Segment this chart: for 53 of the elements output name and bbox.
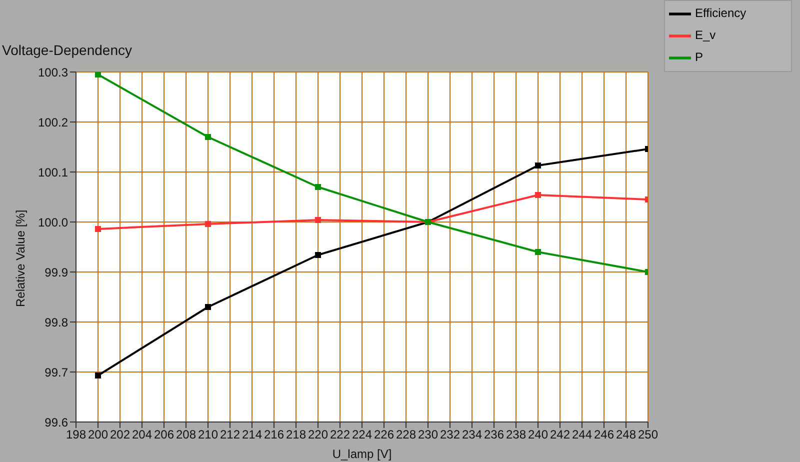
legend-label: E_v bbox=[695, 28, 716, 42]
point bbox=[535, 249, 541, 255]
point bbox=[95, 72, 101, 78]
y-tick-label: 100.1 bbox=[38, 165, 68, 180]
x-tick-label: 244 bbox=[572, 428, 592, 442]
x-tick-label: 224 bbox=[352, 428, 372, 442]
y-tick-label: 100.3 bbox=[38, 65, 68, 80]
point bbox=[315, 217, 321, 223]
x-tick-label: 206 bbox=[154, 428, 174, 442]
y-tick-label: 99.6 bbox=[44, 415, 68, 430]
chart-title: Voltage-Dependency bbox=[2, 42, 132, 58]
legend-label: Efficiency bbox=[695, 6, 746, 20]
x-tick-label: 222 bbox=[330, 428, 350, 442]
x-tick-label: 218 bbox=[286, 428, 306, 442]
point bbox=[205, 134, 211, 140]
point bbox=[315, 184, 321, 190]
x-tick-label: 202 bbox=[110, 428, 130, 442]
y-tick-label: 99.7 bbox=[44, 365, 68, 380]
point bbox=[205, 304, 211, 310]
x-tick-label: 214 bbox=[242, 428, 262, 442]
x-tick-label: 208 bbox=[176, 428, 196, 442]
x-tick-label: 240 bbox=[528, 428, 548, 442]
legend-label: P bbox=[695, 50, 704, 64]
x-tick-label: 248 bbox=[616, 428, 636, 442]
y-tick-label: 99.8 bbox=[44, 315, 68, 330]
y-axis-title: Relative Value [%] bbox=[13, 210, 28, 307]
x-tick-label: 234 bbox=[462, 428, 482, 442]
point bbox=[205, 221, 211, 227]
x-tick-label: 212 bbox=[220, 428, 240, 442]
x-tick-label: 198 bbox=[66, 428, 86, 442]
x-tick-label: 200 bbox=[88, 428, 108, 442]
x-tick-label: 216 bbox=[264, 428, 284, 442]
x-tick-label: 232 bbox=[440, 428, 460, 442]
x-tick-label: 242 bbox=[550, 428, 570, 442]
x-tick-label: 228 bbox=[396, 428, 416, 442]
x-tick-label: 226 bbox=[374, 428, 394, 442]
point bbox=[535, 192, 541, 198]
x-tick-label: 230 bbox=[418, 428, 438, 442]
x-axis-title: U_lamp [V] bbox=[332, 447, 392, 461]
y-tick-label: 100.0 bbox=[38, 215, 68, 230]
x-tick-label: 238 bbox=[506, 428, 526, 442]
x-tick-label: 246 bbox=[594, 428, 614, 442]
point bbox=[535, 162, 541, 168]
x-tick-label: 250 bbox=[638, 428, 658, 442]
y-tick-label: 99.9 bbox=[44, 265, 68, 280]
point bbox=[95, 226, 101, 232]
x-tick-label: 210 bbox=[198, 428, 218, 442]
y-tick-label: 100.2 bbox=[38, 115, 68, 130]
x-tick-label: 236 bbox=[484, 428, 504, 442]
point bbox=[95, 372, 101, 378]
x-tick-label: 204 bbox=[132, 428, 152, 442]
x-tick-label: 220 bbox=[308, 428, 328, 442]
point bbox=[315, 252, 321, 258]
